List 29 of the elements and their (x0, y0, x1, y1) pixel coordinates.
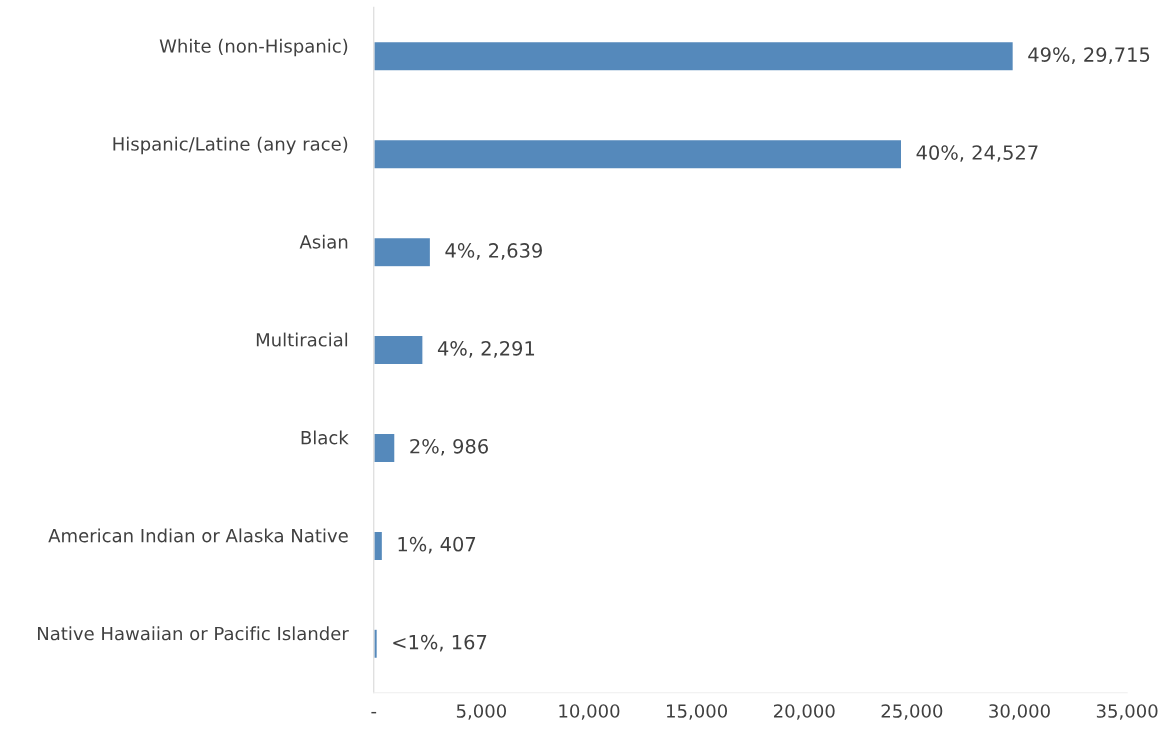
data-label: 49%, 29,715 (1028, 47, 1150, 64)
x-tick-label: 10,000 (559, 704, 620, 720)
data-label: 1%, 407 (398, 536, 476, 554)
x-tick-label: 20,000 (773, 704, 835, 720)
y-tick-label: American Indian or Alaska Native (48, 528, 348, 543)
x-tick-label: 15,000 (667, 704, 728, 720)
bar (373, 628, 379, 660)
data-label: 4%, 2,639 (445, 243, 542, 260)
x-tick-label: 25,000 (881, 704, 943, 720)
bar (373, 334, 424, 366)
x-tick-label: 30,000 (989, 704, 1050, 720)
bar (373, 236, 432, 268)
data-label: 4%, 2,291 (437, 341, 535, 358)
bar (373, 40, 1015, 72)
y-tick-label: Multiracial (256, 332, 348, 347)
data-label: 2%, 986 (410, 438, 488, 456)
y-tick-label: Native Hawaiian or Pacific Islander (38, 626, 349, 641)
x-tick-label: 35,000 (1096, 704, 1158, 720)
y-tick-label: Hispanic/Latine (any race) (113, 136, 348, 155)
y-tick-label: White (non-Hispanic) (159, 38, 348, 57)
y-tick-label: Black (301, 430, 349, 445)
x-tick-label: 5,000 (456, 704, 507, 720)
bar (373, 138, 903, 170)
y-tick-label: Asian (299, 234, 348, 249)
bar (373, 530, 384, 562)
data-label: 40%, 24,527 (916, 145, 1038, 162)
data-label: <1%, 167 (393, 634, 487, 652)
x-tick-label: - (371, 711, 377, 714)
bar (373, 432, 396, 464)
